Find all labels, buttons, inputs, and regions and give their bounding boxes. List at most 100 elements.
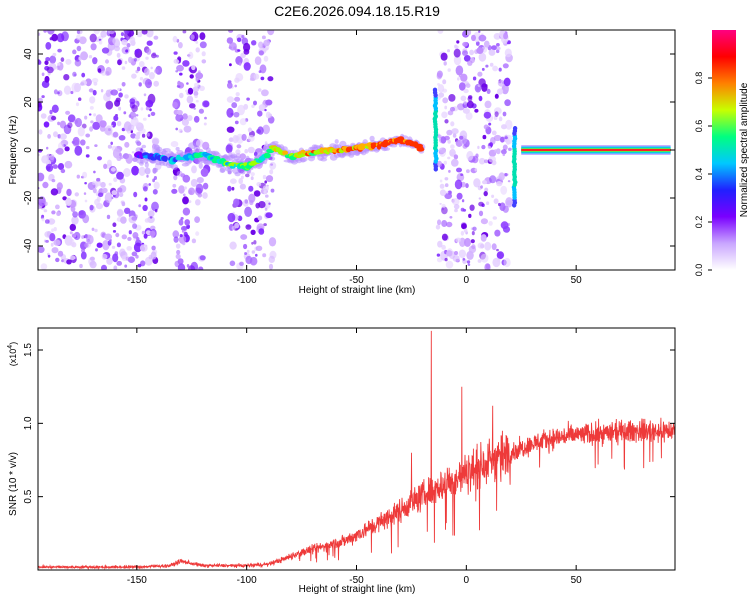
noise-blob: [117, 187, 123, 193]
noise-blob: [148, 72, 155, 80]
noise-blob: [173, 175, 178, 181]
noise-blob: [246, 249, 250, 253]
noise-blob: [106, 214, 111, 220]
noise-blob: [53, 189, 57, 193]
noise-blob: [98, 40, 103, 45]
noise-blob: [113, 177, 118, 183]
noise-blob: [487, 145, 491, 150]
noise-blob: [478, 52, 487, 62]
noise-blob: [40, 113, 47, 119]
noise-blob: [489, 62, 494, 67]
noise-blob: [173, 236, 179, 243]
noise-blob: [203, 122, 207, 126]
noise-blob: [110, 141, 113, 145]
noise-blob: [268, 255, 275, 263]
noise-blob: [183, 231, 188, 237]
noise-blob: [196, 177, 204, 184]
noise-blob: [229, 63, 232, 67]
noise-blob: [91, 77, 99, 84]
noise-blob: [454, 208, 458, 213]
x-tick-label: 50: [571, 575, 583, 586]
noise-blob: [56, 33, 65, 43]
noise-blob: [500, 185, 508, 195]
noise-blob: [192, 86, 199, 93]
noise-blob: [131, 104, 138, 113]
noise-blob: [41, 95, 45, 99]
noise-blob: [59, 133, 67, 140]
noise-blob: [112, 131, 119, 138]
noise-blob: [227, 185, 232, 192]
noise-blob: [84, 182, 87, 185]
noise-blob: [144, 197, 148, 202]
noise-blob: [239, 261, 244, 266]
snr-plot-area: [38, 328, 675, 570]
noise-blob: [92, 89, 97, 96]
noise-blob: [71, 216, 79, 225]
noise-blob: [227, 82, 233, 89]
noise-blob: [484, 263, 491, 270]
noise-blob: [179, 234, 183, 238]
noise-blob: [469, 204, 475, 211]
noise-blob: [182, 196, 189, 205]
noise-blob: [456, 192, 463, 200]
noise-blob: [484, 241, 492, 251]
noise-blob: [150, 251, 157, 260]
noise-blob: [121, 66, 126, 70]
noise-blob: [116, 171, 124, 180]
noise-blob: [183, 193, 186, 197]
noise-blob: [257, 110, 263, 117]
noise-blob: [502, 144, 508, 151]
noise-blob: [89, 256, 95, 261]
noise-blob: [97, 156, 102, 161]
noise-blob: [47, 218, 56, 225]
noise-blob: [491, 45, 497, 51]
noise-blob: [502, 226, 511, 233]
spectrogram-y-label: Frequency (Hz): [8, 116, 19, 185]
noise-blob: [250, 172, 255, 177]
noise-blob: [245, 173, 250, 178]
noise-blob: [237, 104, 246, 116]
noise-blob: [116, 52, 121, 58]
noise-blob: [265, 47, 269, 51]
noise-blob: [133, 242, 142, 253]
noise-blob: [239, 153, 246, 160]
noise-blob: [191, 238, 197, 244]
spectrogram-ridge-layer: [133, 87, 518, 208]
noise-blob: [138, 204, 142, 208]
noise-blob: [151, 53, 157, 59]
noise-blob: [478, 210, 484, 217]
noise-blob: [463, 55, 471, 62]
noise-blob: [503, 257, 511, 268]
noise-blob: [45, 239, 49, 243]
noise-blob: [177, 263, 186, 270]
noise-blob: [483, 124, 489, 130]
noise-blob: [146, 132, 150, 137]
noise-blob: [254, 253, 258, 257]
noise-blob: [85, 78, 92, 87]
noise-blob: [238, 178, 243, 185]
noise-blob: [44, 75, 50, 83]
noise-blob: [441, 233, 448, 241]
noise-blob: [472, 226, 477, 231]
noise-blob: [153, 181, 160, 190]
noise-blob: [113, 115, 119, 122]
noise-blob: [451, 158, 459, 167]
noise-blob: [504, 48, 512, 58]
noise-blob: [49, 55, 57, 64]
noise-blob: [478, 95, 483, 102]
noise-blob: [446, 221, 453, 228]
noise-blob: [234, 96, 241, 102]
noise-blob: [444, 177, 449, 181]
noise-blob: [127, 236, 132, 241]
noise-blob: [111, 190, 118, 196]
noise-blob: [118, 135, 126, 141]
noise-blob: [76, 174, 81, 179]
noise-blob: [226, 126, 235, 133]
noise-blob: [184, 219, 190, 226]
noise-blob: [462, 208, 467, 212]
noise-blob: [111, 245, 116, 249]
noise-blob: [104, 233, 113, 241]
noise-blob: [188, 51, 194, 60]
noise-blob: [45, 57, 51, 62]
